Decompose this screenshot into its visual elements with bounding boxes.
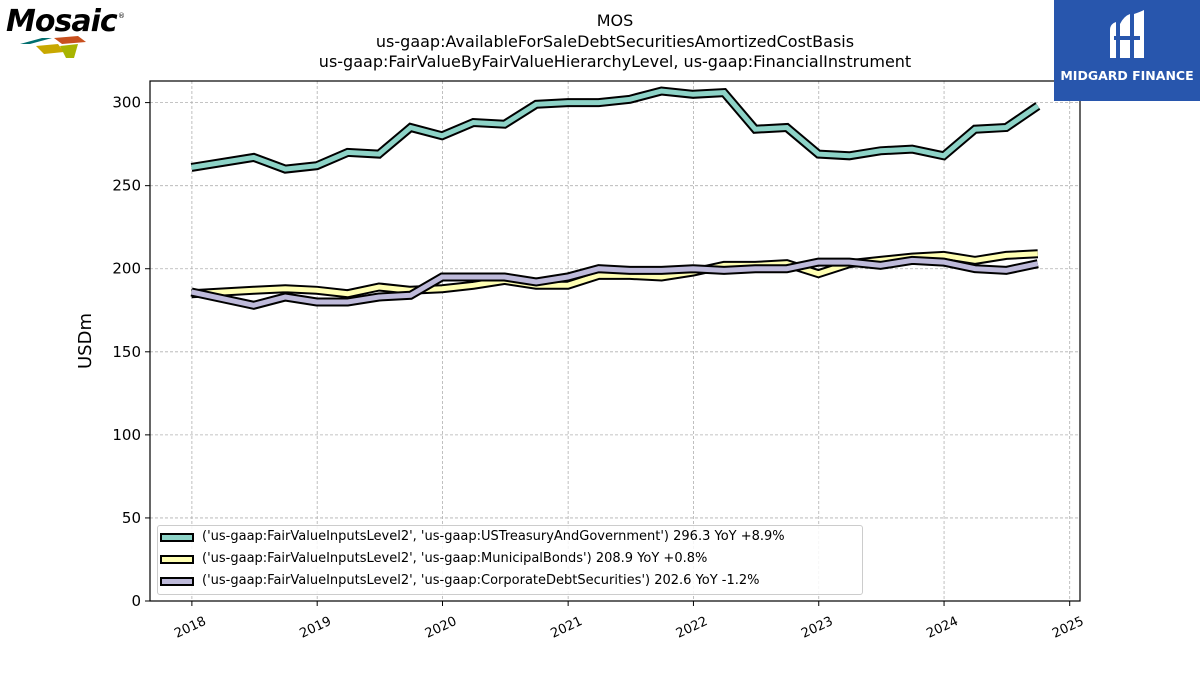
y-tick-label: 150	[112, 343, 141, 361]
legend-label: ('us-gaap:FairValueInputsLevel2', 'us-ga…	[202, 573, 760, 588]
x-tick-label: 2020	[423, 614, 459, 642]
x-tick-label: 2019	[298, 614, 334, 642]
legend-swatch	[160, 577, 194, 586]
chart-title-line-1: MOS	[596, 11, 634, 30]
chart-title-line-3: us-gaap:FairValueByFairValueHierarchyLev…	[318, 52, 912, 71]
midgard-finance-logo: MIDGARD FINANCE	[1054, 0, 1200, 101]
legend-swatch	[160, 533, 194, 542]
mosaic-logo: Mosaic ®	[4, 4, 134, 60]
legend-label: ('us-gaap:FairValueInputsLevel2', 'us-ga…	[202, 551, 708, 566]
mosaic-logo-text: Mosaic	[6, 4, 118, 39]
legend-swatch	[160, 555, 194, 564]
y-axis: 0 50 100 150 200 250 300	[112, 94, 150, 610]
legend-label: ('us-gaap:FairValueInputsLevel2', 'us-ga…	[202, 529, 785, 544]
legend-entry: ('us-gaap:FairValueInputsLevel2', 'us-ga…	[158, 550, 858, 570]
legend-entry: ('us-gaap:FairValueInputsLevel2', 'us-ga…	[158, 572, 858, 592]
chart-title-line-2: us-gaap:AvailableForSaleDebtSecuritiesAm…	[375, 32, 855, 51]
x-tick-label: 2022	[674, 614, 710, 642]
y-tick-label: 250	[112, 177, 141, 195]
y-axis-label: USDm	[75, 313, 96, 369]
x-tick-label: 2018	[172, 614, 208, 642]
midgard-emblem-icon	[1110, 10, 1144, 58]
y-tick-label: 300	[112, 94, 141, 112]
y-tick-label: 100	[112, 426, 141, 444]
mosaic-logo-registered: ®	[118, 12, 125, 20]
x-tick-label: 2021	[548, 614, 584, 642]
legend-entry: ('us-gaap:FairValueInputsLevel2', 'us-ga…	[158, 528, 858, 548]
mosaic-tiles-icon	[20, 36, 86, 58]
y-tick-label: 50	[122, 509, 141, 527]
midgard-logo-text: MIDGARD FINANCE	[1060, 68, 1194, 83]
series-line-2	[190, 257, 1039, 308]
x-tick-label: 2023	[799, 614, 835, 642]
x-tick-label: 2024	[924, 614, 960, 642]
plot-frame	[149, 80, 1081, 602]
x-tick-label: 2025	[1050, 614, 1086, 642]
y-tick-label: 200	[112, 260, 141, 278]
series-line-0	[191, 88, 1040, 172]
y-tick-label: 0	[131, 592, 141, 610]
series-lines	[190, 86, 1041, 310]
legend: ('us-gaap:FairValueInputsLevel2', 'us-ga…	[157, 525, 863, 595]
x-axis: 2018 2019 2020 2021 2022 2023 2024 2025	[172, 601, 1086, 642]
